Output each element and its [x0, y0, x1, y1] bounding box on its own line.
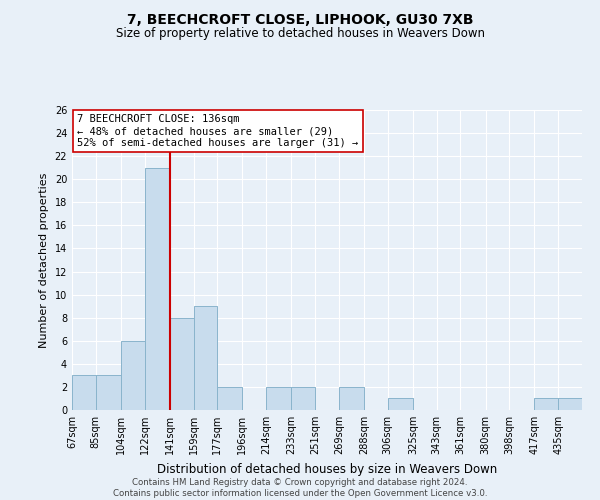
Bar: [339, 387, 364, 410]
Bar: [388, 398, 413, 410]
Text: 7 BEECHCROFT CLOSE: 136sqm
← 48% of detached houses are smaller (29)
52% of semi: 7 BEECHCROFT CLOSE: 136sqm ← 48% of deta…: [77, 114, 358, 148]
Text: 7, BEECHCROFT CLOSE, LIPHOOK, GU30 7XB: 7, BEECHCROFT CLOSE, LIPHOOK, GU30 7XB: [127, 12, 473, 26]
Bar: [194, 306, 217, 410]
Bar: [121, 341, 145, 410]
Text: Size of property relative to detached houses in Weavers Down: Size of property relative to detached ho…: [115, 28, 485, 40]
Y-axis label: Number of detached properties: Number of detached properties: [39, 172, 49, 348]
Bar: [292, 387, 315, 410]
Bar: [96, 376, 121, 410]
Bar: [535, 398, 558, 410]
Text: Contains HM Land Registry data © Crown copyright and database right 2024.
Contai: Contains HM Land Registry data © Crown c…: [113, 478, 487, 498]
Bar: [217, 387, 242, 410]
Bar: [72, 376, 96, 410]
Bar: [170, 318, 194, 410]
Bar: [558, 398, 582, 410]
Bar: [266, 387, 292, 410]
Bar: [145, 168, 170, 410]
X-axis label: Distribution of detached houses by size in Weavers Down: Distribution of detached houses by size …: [157, 462, 497, 475]
